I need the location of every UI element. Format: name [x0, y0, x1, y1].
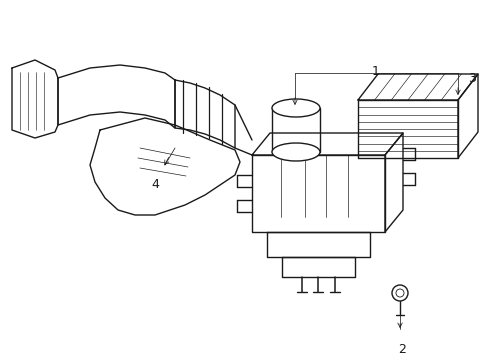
- Polygon shape: [58, 65, 175, 128]
- Circle shape: [391, 285, 407, 301]
- Polygon shape: [251, 155, 384, 232]
- Polygon shape: [357, 100, 457, 158]
- Ellipse shape: [271, 99, 319, 117]
- Polygon shape: [90, 118, 240, 215]
- Ellipse shape: [271, 143, 319, 161]
- Polygon shape: [251, 133, 402, 155]
- Polygon shape: [282, 257, 354, 277]
- Polygon shape: [357, 74, 477, 100]
- Polygon shape: [175, 80, 235, 148]
- Text: 1: 1: [371, 65, 379, 78]
- Text: 4: 4: [151, 178, 159, 191]
- Polygon shape: [12, 60, 58, 138]
- Polygon shape: [457, 74, 477, 158]
- Polygon shape: [266, 232, 369, 257]
- Text: 3: 3: [467, 72, 475, 85]
- Polygon shape: [384, 133, 402, 232]
- Text: 2: 2: [397, 343, 405, 356]
